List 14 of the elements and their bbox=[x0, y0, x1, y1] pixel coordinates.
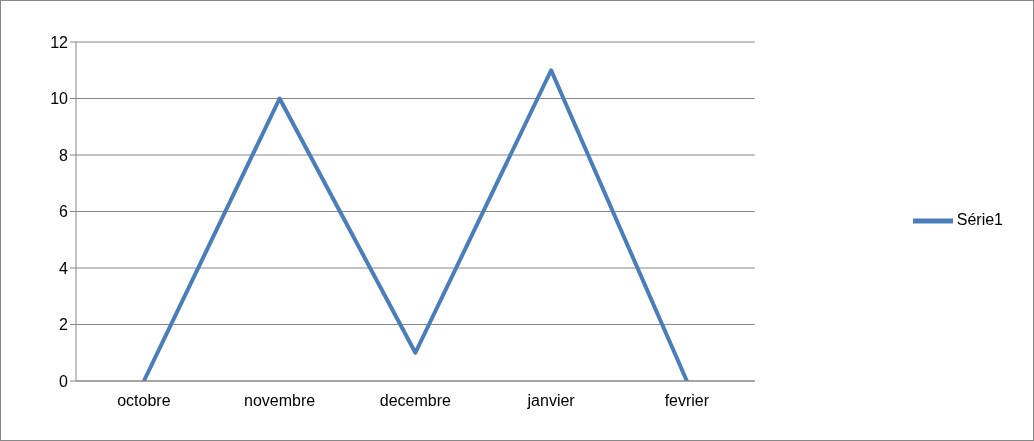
y-tick-label: 2 bbox=[59, 316, 69, 334]
x-tick-label: novembre bbox=[244, 392, 316, 410]
x-tick-label: fevrier bbox=[664, 392, 710, 410]
y-tick-label: 6 bbox=[59, 203, 69, 221]
x-tick-label: decembre bbox=[379, 392, 452, 410]
legend-label: Série1 bbox=[956, 210, 1003, 228]
y-tick-label: 4 bbox=[59, 259, 69, 277]
x-tick-label: janvier bbox=[526, 392, 576, 410]
x-tick-label: octobre bbox=[117, 392, 171, 410]
y-tick-label: 12 bbox=[50, 33, 69, 51]
y-tick-label: 10 bbox=[50, 90, 69, 108]
line-series bbox=[141, 68, 689, 381]
y-tick-label: 8 bbox=[59, 146, 69, 164]
y-tick-label: 0 bbox=[59, 372, 69, 390]
